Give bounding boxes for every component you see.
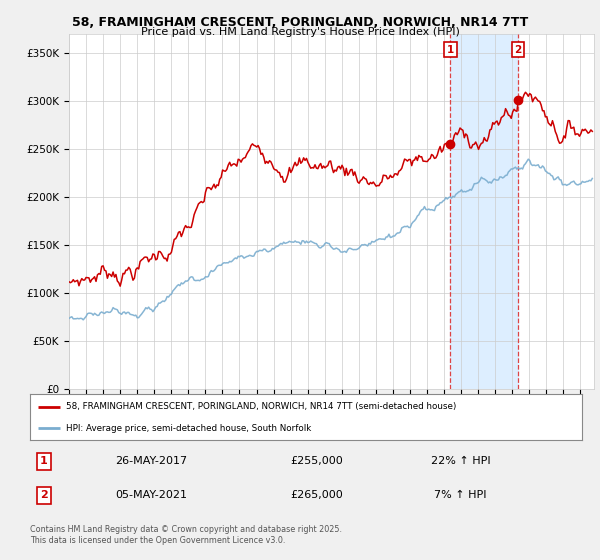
Text: £255,000: £255,000: [290, 456, 343, 466]
Text: 7% ↑ HPI: 7% ↑ HPI: [434, 491, 487, 501]
Text: 1: 1: [447, 45, 454, 55]
Text: 22% ↑ HPI: 22% ↑ HPI: [431, 456, 490, 466]
Text: £265,000: £265,000: [290, 491, 343, 501]
Text: 2: 2: [40, 491, 47, 501]
Text: Contains HM Land Registry data © Crown copyright and database right 2025.
This d: Contains HM Land Registry data © Crown c…: [30, 525, 342, 545]
Text: 58, FRAMINGHAM CRESCENT, PORINGLAND, NORWICH, NR14 7TT: 58, FRAMINGHAM CRESCENT, PORINGLAND, NOR…: [72, 16, 528, 29]
Bar: [451, 34, 518, 389]
Text: HPI: Average price, semi-detached house, South Norfolk: HPI: Average price, semi-detached house,…: [66, 423, 311, 433]
Text: 58, FRAMINGHAM CRESCENT, PORINGLAND, NORWICH, NR14 7TT (semi-detached house): 58, FRAMINGHAM CRESCENT, PORINGLAND, NOR…: [66, 402, 456, 411]
Text: 26-MAY-2017: 26-MAY-2017: [115, 456, 188, 466]
Text: Price paid vs. HM Land Registry's House Price Index (HPI): Price paid vs. HM Land Registry's House …: [140, 27, 460, 37]
Text: 05-MAY-2021: 05-MAY-2021: [115, 491, 187, 501]
Text: 1: 1: [40, 456, 47, 466]
Text: 2: 2: [515, 45, 522, 55]
